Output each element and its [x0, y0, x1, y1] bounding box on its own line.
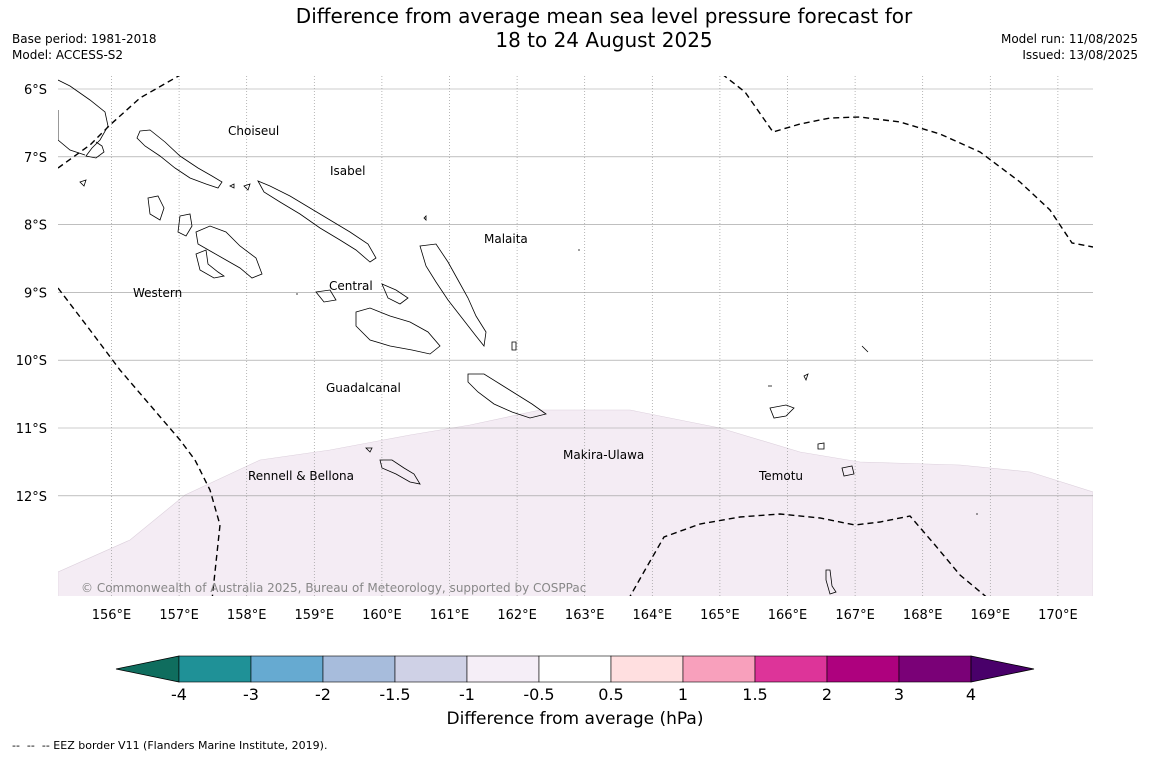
- colorbar-tick-label: -1.5: [379, 685, 410, 704]
- latitude-tick-label: 7°S: [24, 151, 47, 166]
- colorbar-segment: [898, 655, 972, 683]
- label-choiseul: Choiseul: [228, 124, 279, 138]
- makira-coast: [467, 373, 547, 419]
- label-malaita: Malaita: [484, 232, 528, 246]
- longitude-tick-label: 159°E: [295, 608, 335, 623]
- province-labels: Choiseul Isabel Malaita Western Central …: [133, 124, 803, 483]
- map-title: Difference from average mean sea level p…: [295, 4, 913, 52]
- rennell-coast: [365, 447, 421, 485]
- colorbar-segment: [322, 655, 396, 683]
- colorbar-tick-label: 4: [966, 685, 976, 704]
- label-central: Central: [329, 279, 373, 293]
- colorbar-tick-label: -4: [171, 685, 187, 704]
- label-isabel: Isabel: [330, 164, 365, 178]
- colorbar-tick-label: 1.5: [742, 685, 767, 704]
- latitude-axis: 6°S 7°S 8°S 9°S 10°S 11°S 12°S: [16, 83, 47, 505]
- label-rennell-bellona: Rennell & Bellona: [248, 469, 354, 483]
- eez-footnote: -- -- -- EEZ border V11 (Flanders Marine…: [12, 739, 328, 752]
- colorbar-tick-label: 1: [678, 685, 688, 704]
- latitude-tick-label: 11°S: [16, 422, 47, 437]
- central-islands-coast: [315, 283, 409, 305]
- colorbar-segment: [610, 655, 684, 683]
- colorbar-tick-label: 2: [822, 685, 832, 704]
- metadata-left: Base period: 1981-2018 Model: ACCESS-S2: [12, 31, 157, 63]
- label-temotu: Temotu: [758, 469, 803, 483]
- choiseul-coast: [136, 129, 223, 189]
- colorbar-max-extension: [970, 655, 1035, 683]
- graticule: [58, 76, 1093, 596]
- longitude-tick-label: 168°E: [903, 608, 943, 623]
- latitude-tick-label: 8°S: [24, 219, 47, 234]
- issued-date: Issued: 13/08/2025: [1022, 48, 1138, 62]
- longitude-axis: 156°E 157°E 158°E 159°E 160°E 161°E 162°E 163°E…: [92, 608, 1078, 623]
- longitude-tick-label: 162°E: [497, 608, 537, 623]
- colorbar-segment: [178, 655, 252, 683]
- colorbar-tick-label: 0.5: [598, 685, 623, 704]
- longitude-tick-label: 163°E: [565, 608, 605, 623]
- label-guadalcanal: Guadalcanal: [326, 381, 401, 395]
- malaita-coast: [419, 243, 487, 347]
- colorbar-segment: [826, 655, 900, 683]
- colorbar-segment: [394, 655, 468, 683]
- bougainville-coast: [58, 79, 109, 159]
- colorbar-tick-label: -3: [243, 685, 259, 704]
- pressure-anomaly-region: [58, 409, 1093, 596]
- longitude-tick-label: 166°E: [768, 608, 808, 623]
- guadalcanal-coast: [355, 307, 441, 355]
- colorbar-segment: [538, 655, 612, 683]
- label-western: Western: [133, 286, 182, 300]
- colorbar-tick-label: -0.5: [523, 685, 554, 704]
- latitude-tick-label: 12°S: [16, 490, 47, 505]
- eez-border-north-west: [58, 76, 180, 169]
- longitude-tick-label: 164°E: [633, 608, 673, 623]
- new-georgia-coast: [177, 213, 263, 279]
- colorbar: -4 -3 -2 -1.5 -1 -0.5 0.5 1 1.5 2 3 4: [115, 655, 1035, 704]
- colorbar-tick-label: 3: [894, 685, 904, 704]
- latitude-tick-label: 9°S: [24, 286, 47, 301]
- isabel-coast: [257, 180, 377, 263]
- label-makira-ulawa: Makira-Ulawa: [563, 448, 644, 462]
- longitude-tick-label: 156°E: [92, 608, 132, 623]
- eez-border-west: [58, 287, 221, 596]
- colorbar-segment: [754, 655, 828, 683]
- longitude-tick-label: 165°E: [700, 608, 740, 623]
- colorbar-min-extension: [115, 655, 180, 683]
- latitude-tick-label: 6°S: [24, 83, 47, 98]
- longitude-tick-label: 160°E: [362, 608, 402, 623]
- model-run: Model run: 11/08/2025: [1000, 32, 1138, 46]
- colorbar-label: Difference from average (hPa): [446, 709, 704, 729]
- vella-lavella-coast: [147, 195, 165, 221]
- eez-borders: [58, 76, 1093, 596]
- colorbar-segment: [466, 655, 540, 683]
- longitude-tick-label: 167°E: [835, 608, 875, 623]
- small-islands-coast: [79, 179, 978, 515]
- base-period: Base period: 1981-2018: [12, 32, 157, 46]
- eez-border-south-east: [629, 513, 987, 596]
- colorbar-segment: [250, 655, 324, 683]
- colorbar-tick-label: -2: [315, 685, 331, 704]
- eez-border-north-east: [723, 76, 1093, 248]
- copyright-notice: © Commonwealth of Australia 2025, Bureau…: [81, 581, 586, 595]
- longitude-tick-label: 169°E: [971, 608, 1011, 623]
- model-name: Model: ACCESS-S2: [12, 48, 124, 62]
- longitude-tick-label: 161°E: [430, 608, 470, 623]
- santa-cruz-coast: [769, 404, 855, 595]
- coastlines: [58, 79, 978, 595]
- latitude-tick-label: 10°S: [16, 354, 47, 369]
- longitude-tick-label: 157°E: [159, 608, 199, 623]
- metadata-right: Model run: 11/08/2025 Issued: 13/08/2025: [1001, 31, 1138, 63]
- longitude-tick-label: 158°E: [227, 608, 267, 623]
- map-area: Choiseul Isabel Malaita Western Central …: [58, 76, 1093, 596]
- longitude-tick-label: 170°E: [1038, 608, 1078, 623]
- colorbar-segment: [682, 655, 756, 683]
- colorbar-tick-label: -1: [459, 685, 475, 704]
